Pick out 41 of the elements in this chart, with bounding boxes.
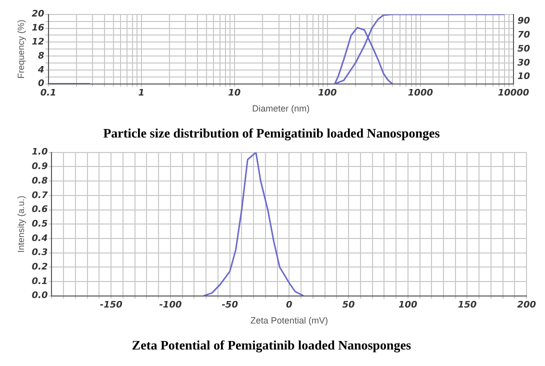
x-axis-title: Diameter (nm) [252,103,310,114]
y2-tick-label: 90 [517,16,530,27]
y-tick-label: 1.0 [32,148,48,158]
y-tick-label: 0.4 [32,234,48,244]
x-tick-label: -150 [100,300,122,311]
x-tick-label: 0 [286,300,292,311]
x-tick-label: 1000 [408,88,433,99]
y-tick-label: 0.2 [32,262,48,272]
y-axis-title: Frequency (%) [16,20,26,79]
y-tick-label: 0 [38,79,44,90]
y-tick-label: 16 [32,24,44,34]
y-tick-label: 0.3 [32,248,48,258]
x-axis-title: Zeta Potential (mV) [250,315,328,326]
y-tick-label: 0.6 [32,205,48,216]
text: Zeta Potential of Pemigatinib loaded Nanosponges [132,338,412,353]
y-tick-label: 20 [32,10,44,20]
x-tick-label: 200 [517,300,536,311]
x-tick-label: 50 [342,300,355,311]
y-tick-label: 0.1 [32,276,48,287]
y2-tick-label: 50 [517,44,530,54]
y2-tick-label: 70 [517,30,530,41]
y-tick-label: 0.8 [32,176,48,186]
text: Particle size distribution of Pemigatinib loaded Nanosponges [103,126,440,141]
y2-tick-label: 10 [517,72,530,82]
y-tick-label: 4 [37,65,44,76]
y-axis-title: Intensity (a.u.) [16,196,26,253]
x-tick-label: -100 [159,300,182,311]
x-tick-label: 10 [228,88,241,99]
x-tick-label: -50 [222,300,238,311]
y-tick-label: 0.0 [32,291,48,302]
x-tick-label: 100 [398,300,418,311]
x-tick-label: 1 [138,88,144,99]
y-tick-label: 8 [38,51,44,62]
x-tick-label: 100 [318,88,337,99]
y-tick-label: 0.7 [32,190,48,201]
y-tick-label: 12 [32,38,44,48]
y2-tick-label: 30 [517,58,530,68]
x-tick-label: 150 [458,300,477,311]
y-tick-label: 0.9 [32,162,48,172]
y-tick-label: 0.5 [32,219,48,230]
x-tick-label: 10000 [498,88,530,99]
